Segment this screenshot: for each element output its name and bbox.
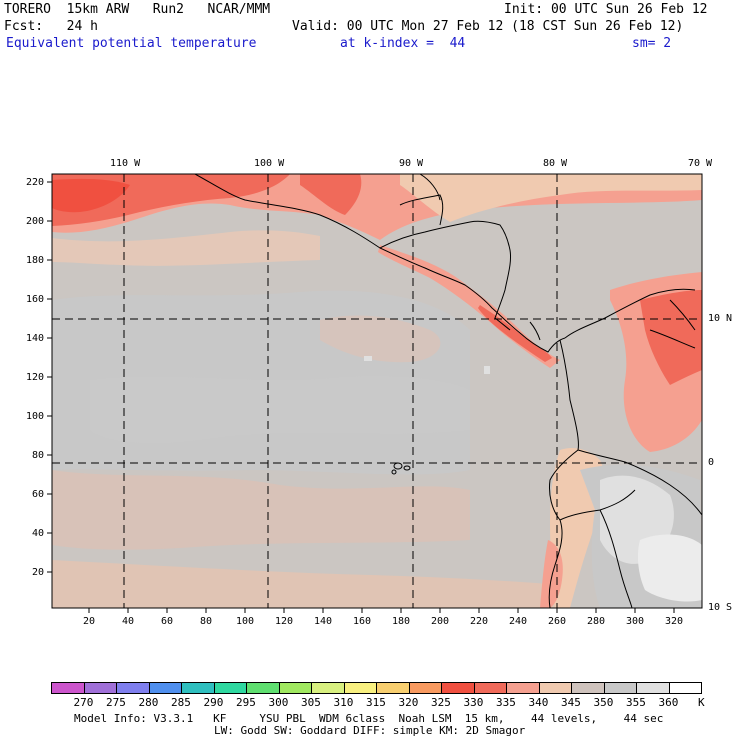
y-tick-label: 80 [32,450,45,461]
x-tick-label: 20 [83,616,96,627]
y-tick-label: 60 [32,489,45,500]
x-tick-label: 180 [392,616,411,627]
axis-ticks [47,181,675,613]
colorbar-label: 335 [496,696,516,709]
x-tick-label: 200 [431,616,450,627]
lon-label: 110 W [110,158,141,169]
x-tick-label: 140 [314,616,333,627]
y-tick-label: 20 [32,567,45,578]
colorbar-swatch [246,682,280,694]
smoothing-info: sm= 2 [632,36,672,51]
lat-label: 10 S [708,602,733,613]
y-tick-label: 160 [26,294,45,305]
x-tick-label: 100 [236,616,255,627]
x-tick-label: 260 [548,616,567,627]
lon-label: 80 W [543,158,568,169]
colorbar-swatch [376,682,410,694]
colorbar-label: 340 [528,696,549,709]
colorbar-label: 295 [236,696,256,709]
y-tick-label: 140 [26,333,45,344]
colorbar-swatch [668,682,702,694]
forecast-hour: Fcst: 24 h [4,19,98,34]
x-tick-label: 160 [353,616,372,627]
x-tick-label: 60 [161,616,174,627]
colorbar-label: 355 [626,696,646,709]
valid-time: Valid: 00 UTC Mon 27 Feb 12 (18 CST Sun … [292,19,684,34]
model-info: Model Info: V3.3.1 KF YSU PBL WDM 6class… [74,712,664,725]
colorbar-label: 360 [658,696,679,709]
colorbar-label: 300 [268,696,289,709]
x-tick-label: 120 [275,616,294,627]
lat-lon-grid [52,174,702,608]
colorbar-label: 290 [203,696,224,709]
colorbar-swatch [408,682,442,694]
colorbar-label: 315 [366,696,386,709]
x-tick-label: 220 [470,616,489,627]
colorbar-swatch [636,682,670,694]
colorbar-swatch [278,682,312,694]
colorbar-swatch [538,682,572,694]
colorbar-swatch [311,682,345,694]
x-tick-label: 80 [200,616,213,627]
y-tick-label: 40 [32,528,45,539]
y-tick-label: 220 [26,177,45,188]
y-tick-label: 120 [26,372,45,383]
lon-label: 70 W [688,158,713,169]
map-frame [51,173,703,609]
colorbar-label: 305 [301,696,321,709]
theta-e-field [52,174,702,608]
colorbar-swatch [571,682,605,694]
colorbar-swatch [51,682,85,694]
colorbar-swatch [213,682,247,694]
colorbar-label: 320 [398,696,419,709]
colorbar-label: 350 [593,696,614,709]
level-info: at k-index = 44 [340,36,466,51]
colorbar-swatch [603,682,637,694]
colorbar-swatch [473,682,507,694]
colorbar-swatch [181,682,215,694]
x-tick-label: 40 [122,616,135,627]
x-tick-label: 320 [665,616,684,627]
colorbar-swatch [343,682,377,694]
physics-info: LW: Godd SW: Goddard DIFF: simple KM: 2D… [214,724,526,737]
coastlines [194,174,702,608]
colorbar-swatch [148,682,182,694]
colorbar-swatch [116,682,150,694]
model-title: TORERO 15km ARW Run2 NCAR/MMM [4,2,271,17]
colorbar-label: 345 [561,696,581,709]
colorbar-swatch [441,682,475,694]
colorbar-label: 325 [431,696,451,709]
field-name: Equivalent potential temperature [6,36,257,51]
x-tick-label: 280 [587,616,606,627]
colorbar-label: 285 [171,696,191,709]
colorbar-unit: K [698,696,705,709]
x-tick-label: 240 [509,616,528,627]
colorbar-label: 310 [333,696,354,709]
y-tick-label: 100 [26,411,45,422]
colorbar-label: 280 [138,696,159,709]
colorbar-swatch [506,682,540,694]
init-time: Init: 00 UTC Sun 26 Feb 12 [504,2,708,17]
lat-label: 10 N [708,313,733,324]
y-tick-label: 180 [26,255,45,266]
colorbar-label: 275 [106,696,126,709]
lon-label: 90 W [399,158,424,169]
x-tick-label: 300 [626,616,645,627]
y-tick-label: 200 [26,216,45,227]
lon-label: 100 W [254,158,285,169]
lat-label: 0 [708,457,715,468]
colorbar-label: 270 [73,696,94,709]
colorbar-swatch [83,682,117,694]
colorbar-label: 330 [463,696,484,709]
